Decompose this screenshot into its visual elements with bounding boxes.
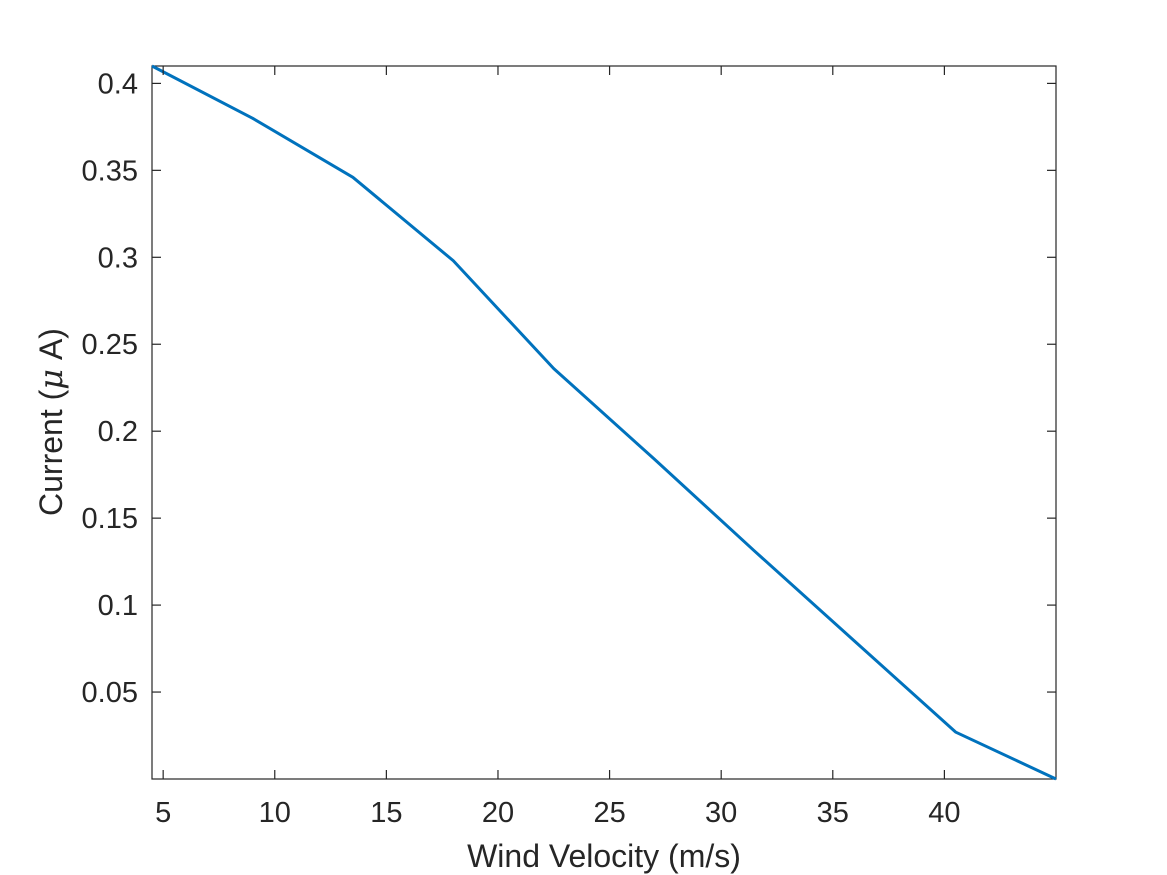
x-tick-label: 25 [593, 797, 625, 829]
x-tick-label: 30 [705, 797, 737, 829]
y-axis-label-prefix: Current ( [33, 389, 69, 516]
axes [151, 65, 1057, 780]
x-tick-label: 15 [370, 797, 402, 829]
y-tick-label: 0.2 [98, 416, 138, 448]
y-tick-label: 0.05 [82, 677, 138, 709]
x-tick-label: 20 [482, 797, 514, 829]
x-tick-label: 35 [817, 797, 849, 829]
y-tick-label: 0.35 [82, 155, 138, 187]
x-tick-label: 10 [259, 797, 291, 829]
x-axis-label: Wind Velocity (m/s) [467, 838, 741, 874]
series-layer [151, 64, 1057, 781]
y-axis-label: Current (μ A) [32, 328, 70, 516]
series-line-0 [151, 64, 1057, 781]
x-tick-label: 5 [155, 797, 171, 829]
y-tick-label: 0.15 [82, 503, 138, 535]
y-tick-label: 0.4 [98, 68, 138, 100]
ticks: 5 10 15 20 25 30 35 40 0.05 0.1 0.15 0.2 0.25 0.3 0.35… [82, 66, 1056, 829]
y-tick-label: 0.3 [98, 242, 138, 274]
y-tick-label: 0.25 [82, 329, 138, 361]
x-tick-label: 40 [928, 797, 960, 829]
y-axis-label-suffix: A) [33, 328, 69, 369]
plot-box [151, 65, 1057, 780]
y-tick-label: 0.1 [98, 590, 138, 622]
y-axis-label-mu: μ [32, 369, 70, 390]
